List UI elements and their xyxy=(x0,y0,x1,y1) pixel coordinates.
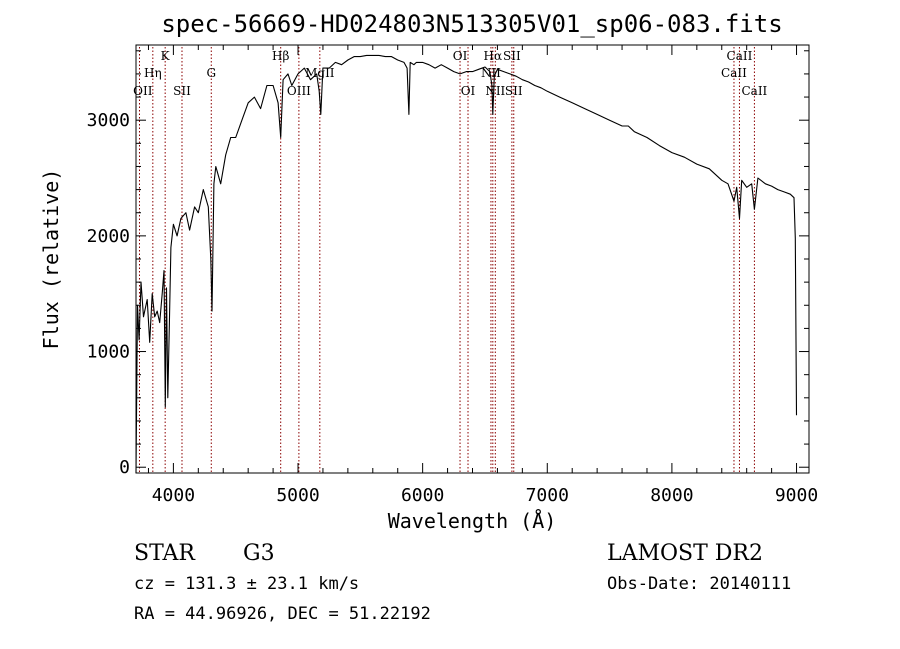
y-tick-label: 3000 xyxy=(87,110,130,131)
line-label: Hβ xyxy=(272,49,289,63)
line-label: NII xyxy=(481,66,501,80)
observation-date: Obs-Date: 20140111 xyxy=(607,574,791,594)
x-tick-label: 6000 xyxy=(401,485,444,506)
object-class: STAR xyxy=(134,541,196,566)
line-label: SII xyxy=(503,49,521,63)
line-label: CaII xyxy=(741,84,767,98)
x-tick-label: 8000 xyxy=(650,485,693,506)
spectrum-line xyxy=(135,54,798,474)
line-label: Hη xyxy=(144,66,162,80)
x-tick-label: 4000 xyxy=(152,485,195,506)
plot-frame xyxy=(135,44,810,474)
line-label: K xyxy=(161,49,171,63)
redshift-cz: cz = 131.3 ± 23.1 km/s xyxy=(134,574,359,594)
line-label: NII xyxy=(485,84,505,98)
line-labels: OIIHηKSIIGHβOIIIMgIIOIOINIIHαNIISIISIICa… xyxy=(133,49,767,98)
y-tick-label: 1000 xyxy=(87,342,130,363)
line-label: OII xyxy=(133,84,153,98)
y-tick-label: 2000 xyxy=(87,226,130,247)
x-axis-label: Wavelength (Å) xyxy=(388,509,557,533)
line-label: MgII xyxy=(305,66,335,80)
x-tick-label: 9000 xyxy=(775,485,818,506)
line-label: CaII xyxy=(727,49,753,63)
x-axis: 4000 5000 6000 7000 8000 9000 xyxy=(147,45,818,506)
x-tick-label: 7000 xyxy=(526,485,569,506)
ra-dec: RA = 44.96926, DEC = 51.22192 xyxy=(134,604,431,624)
line-label: G xyxy=(206,66,216,80)
line-label: Hα xyxy=(484,49,503,63)
y-axis-label: Flux (relative) xyxy=(39,169,63,350)
line-label: OI xyxy=(453,49,468,63)
y-axis: 0 1000 2000 3000 xyxy=(87,50,809,478)
object-subclass: G3 xyxy=(243,541,275,566)
line-label: CaII xyxy=(721,66,747,80)
line-label: OIII xyxy=(287,84,311,98)
x-tick-label: 5000 xyxy=(276,485,319,506)
chart-title: spec-56669-HD024803N513305V01_sp06-083.f… xyxy=(161,10,782,38)
line-label: SII xyxy=(173,84,191,98)
line-label: OI xyxy=(461,84,476,98)
line-label: SII xyxy=(505,84,523,98)
line-markers xyxy=(138,47,755,473)
survey-name: LAMOST DR2 xyxy=(607,541,763,566)
y-tick-label: 0 xyxy=(119,457,130,478)
